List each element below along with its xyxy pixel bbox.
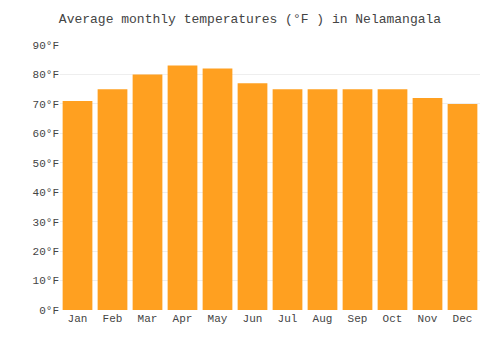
svg-text:Average monthly temperatures (: Average monthly temperatures (°F ) in Ne… bbox=[59, 12, 441, 27]
svg-text:Feb: Feb bbox=[103, 313, 123, 325]
svg-text:30°F: 30°F bbox=[33, 217, 59, 229]
svg-text:60°F: 60°F bbox=[33, 128, 59, 140]
svg-text:Dec: Dec bbox=[453, 313, 473, 325]
svg-text:May: May bbox=[208, 313, 228, 325]
svg-text:50°F: 50°F bbox=[33, 158, 59, 170]
svg-text:Sep: Sep bbox=[348, 313, 368, 325]
svg-text:Nov: Nov bbox=[418, 313, 438, 325]
svg-text:0°F: 0°F bbox=[39, 305, 59, 317]
svg-text:10°F: 10°F bbox=[33, 275, 59, 287]
svg-text:Jan: Jan bbox=[68, 313, 88, 325]
svg-text:70°F: 70°F bbox=[33, 99, 59, 111]
svg-text:90°F: 90°F bbox=[33, 40, 59, 52]
svg-text:40°F: 40°F bbox=[33, 187, 59, 199]
svg-text:Mar: Mar bbox=[138, 313, 158, 325]
svg-text:20°F: 20°F bbox=[33, 246, 59, 258]
svg-text:Oct: Oct bbox=[383, 313, 403, 325]
svg-text:Aug: Aug bbox=[313, 313, 333, 325]
svg-text:Jul: Jul bbox=[278, 313, 298, 325]
svg-text:Apr: Apr bbox=[173, 313, 193, 325]
svg-text:Jun: Jun bbox=[243, 313, 263, 325]
svg-text:80°F: 80°F bbox=[33, 69, 59, 81]
